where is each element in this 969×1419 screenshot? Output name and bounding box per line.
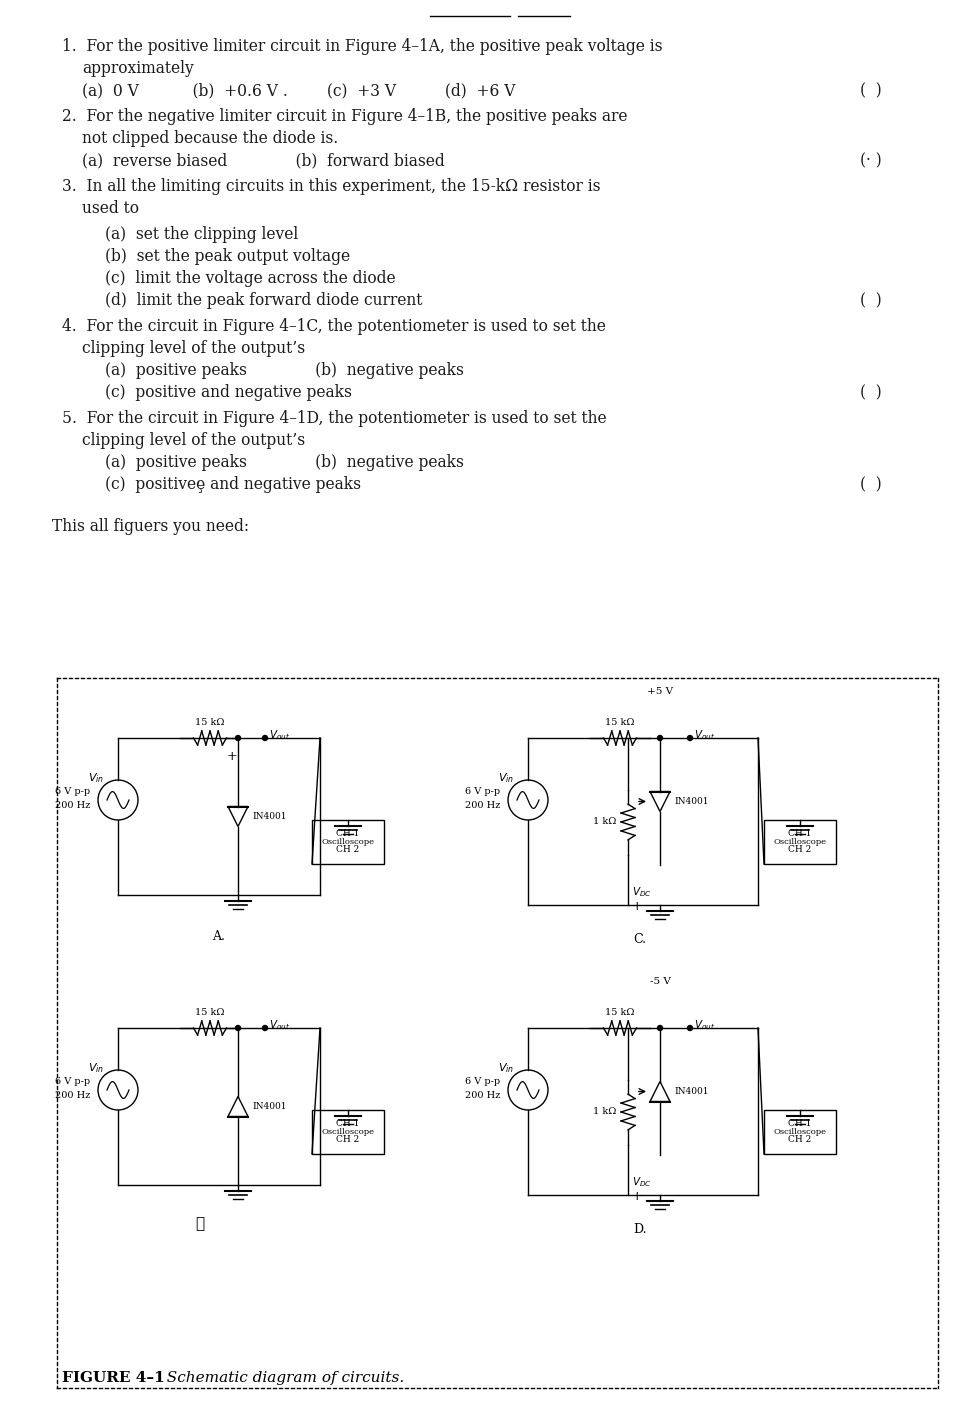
Text: Schematic diagram of circuits.: Schematic diagram of circuits. (157, 1371, 404, 1385)
Text: 6 V p-p: 6 V p-p (465, 788, 500, 796)
Text: Ⓑ: Ⓑ (196, 1218, 204, 1232)
Text: 200 Hz: 200 Hz (464, 1090, 500, 1100)
Text: Oscilloscope: Oscilloscope (773, 1128, 827, 1137)
Text: approximately: approximately (82, 60, 194, 77)
Text: (a)  set the clipping level: (a) set the clipping level (105, 226, 298, 243)
Circle shape (687, 1026, 693, 1030)
Text: (  ): ( ) (860, 385, 882, 402)
Text: $V_{out}$: $V_{out}$ (269, 728, 290, 742)
Text: (c)  positiveȩ and negative peaks: (c) positiveȩ and negative peaks (105, 475, 361, 492)
Text: +5 V: +5 V (647, 687, 673, 695)
Text: (a)  positive peaks              (b)  negative peaks: (a) positive peaks (b) negative peaks (105, 362, 464, 379)
Text: C.: C. (634, 934, 646, 946)
Bar (312, 1110, 384, 1154)
Text: A.: A. (212, 929, 226, 944)
Text: not clipped because the diode is.: not clipped because the diode is. (82, 131, 338, 148)
Text: IN4001: IN4001 (674, 797, 708, 806)
Text: used to: used to (82, 200, 139, 217)
Text: CH 2: CH 2 (789, 1135, 812, 1145)
Text: (d)  limit the peak forward diode current: (d) limit the peak forward diode current (105, 292, 422, 309)
Text: FIGURE 4–1: FIGURE 4–1 (62, 1371, 165, 1385)
Circle shape (687, 735, 693, 741)
Text: (a)  0 V           (b)  +0.6 V .        (c)  +3 V          (d)  +6 V: (a) 0 V (b) +0.6 V . (c) +3 V (d) +6 V (82, 82, 516, 99)
Text: 6 V p-p: 6 V p-p (55, 788, 90, 796)
Text: CH 2: CH 2 (336, 1135, 359, 1145)
Text: Oscilloscope: Oscilloscope (322, 1128, 374, 1137)
Text: 1 kΩ: 1 kΩ (593, 1107, 616, 1117)
Text: IN4001: IN4001 (252, 1103, 287, 1111)
Bar (312, 820, 384, 864)
Text: (c)  limit the voltage across the diode: (c) limit the voltage across the diode (105, 270, 395, 287)
Text: 200 Hz: 200 Hz (54, 1090, 90, 1100)
Circle shape (263, 735, 267, 741)
Text: +: + (632, 1191, 642, 1203)
Text: CH 1: CH 1 (789, 829, 812, 837)
Text: Oscilloscope: Oscilloscope (322, 839, 374, 846)
Text: IN4001: IN4001 (674, 1087, 708, 1095)
Text: $V_{out}$: $V_{out}$ (269, 1017, 290, 1032)
Text: $V_{in}$: $V_{in}$ (88, 1061, 104, 1076)
Text: Oscilloscope: Oscilloscope (773, 839, 827, 846)
Text: IN4001: IN4001 (252, 812, 287, 822)
Circle shape (658, 735, 663, 741)
Text: $V_{DC}$: $V_{DC}$ (632, 885, 652, 898)
Text: $V_{out}$: $V_{out}$ (694, 728, 715, 742)
Circle shape (263, 1026, 267, 1030)
Text: (· ): (· ) (860, 152, 882, 169)
Text: CH 2: CH 2 (336, 846, 359, 854)
Text: 6 V p-p: 6 V p-p (55, 1077, 90, 1087)
Text: 1.  For the positive limiter circuit in Figure 4–1A, the positive peak voltage i: 1. For the positive limiter circuit in F… (62, 38, 663, 55)
Circle shape (235, 1026, 240, 1030)
Text: 6 V p-p: 6 V p-p (465, 1077, 500, 1087)
Text: 15 kΩ: 15 kΩ (606, 1007, 635, 1017)
Text: 200 Hz: 200 Hz (464, 800, 500, 809)
Text: (c)  positive and negative peaks: (c) positive and negative peaks (105, 385, 352, 402)
Text: CH 2: CH 2 (789, 846, 812, 854)
Text: $V_{in}$: $V_{in}$ (498, 1061, 514, 1076)
Text: This all figuers you need:: This all figuers you need: (52, 518, 249, 535)
Text: 2.  For the negative limiter circuit in Figure 4–1B, the positive peaks are: 2. For the negative limiter circuit in F… (62, 108, 628, 125)
Text: +: + (227, 749, 237, 762)
Text: clipping level of the output’s: clipping level of the output’s (82, 341, 305, 358)
Text: 1 kΩ: 1 kΩ (593, 817, 616, 826)
Text: $V_{out}$: $V_{out}$ (694, 1017, 715, 1032)
Text: clipping level of the output’s: clipping level of the output’s (82, 431, 305, 448)
Text: 5.  For the circuit in Figure 4–1D, the potentiometer is used to set the: 5. For the circuit in Figure 4–1D, the p… (62, 410, 607, 427)
Text: 3.  In all the limiting circuits in this experiment, the 15-kΩ resistor is: 3. In all the limiting circuits in this … (62, 177, 601, 194)
Text: CH 1: CH 1 (789, 1118, 812, 1128)
Text: $V_{in}$: $V_{in}$ (498, 771, 514, 785)
Text: (a)  reverse biased              (b)  forward biased: (a) reverse biased (b) forward biased (82, 152, 445, 169)
Text: (  ): ( ) (860, 292, 882, 309)
Text: -5 V: -5 V (649, 978, 671, 986)
Circle shape (658, 1026, 663, 1030)
Text: $V_{DC}$: $V_{DC}$ (632, 1175, 652, 1189)
Text: CH 1: CH 1 (336, 1118, 359, 1128)
Text: 4.  For the circuit in Figure 4–1C, the potentiometer is used to set the: 4. For the circuit in Figure 4–1C, the p… (62, 318, 606, 335)
Text: 15 kΩ: 15 kΩ (195, 1007, 225, 1017)
Text: 15 kΩ: 15 kΩ (195, 718, 225, 727)
Text: 200 Hz: 200 Hz (54, 800, 90, 809)
Bar (764, 1110, 836, 1154)
Bar (764, 820, 836, 864)
Text: (b)  set the peak output voltage: (b) set the peak output voltage (105, 248, 350, 265)
Text: +: + (632, 900, 642, 912)
Text: (  ): ( ) (860, 475, 882, 492)
Text: (  ): ( ) (860, 82, 882, 99)
Text: D.: D. (634, 1223, 646, 1236)
Text: $V_{in}$: $V_{in}$ (88, 771, 104, 785)
Text: (a)  positive peaks              (b)  negative peaks: (a) positive peaks (b) negative peaks (105, 454, 464, 471)
Text: 15 kΩ: 15 kΩ (606, 718, 635, 727)
Circle shape (235, 735, 240, 741)
Text: CH 1: CH 1 (336, 829, 359, 837)
